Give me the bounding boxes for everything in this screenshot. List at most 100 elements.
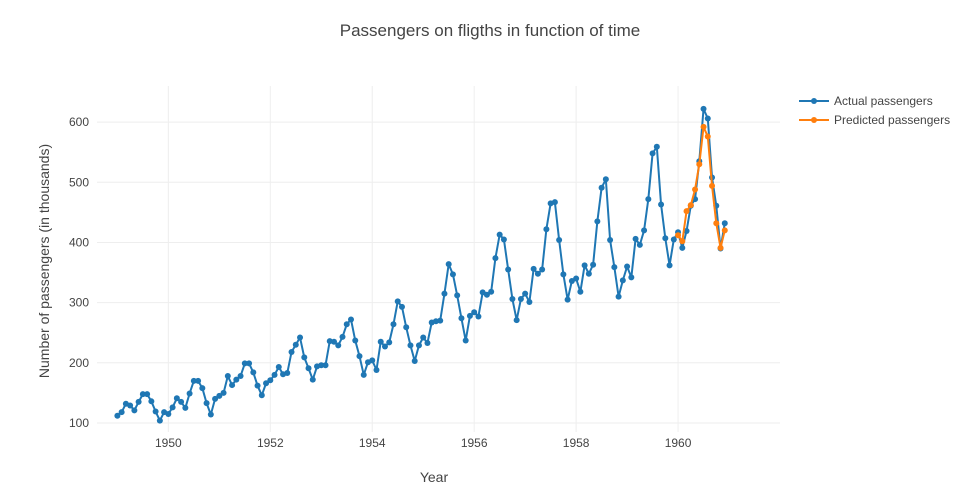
data-point[interactable] (356, 353, 363, 360)
data-point[interactable] (275, 364, 282, 371)
data-point[interactable] (352, 337, 359, 344)
data-point[interactable] (415, 342, 422, 349)
data-point[interactable] (233, 376, 240, 383)
legend-item-predicted[interactable]: Predicted passengers (799, 113, 950, 127)
data-point[interactable] (641, 227, 648, 234)
data-point[interactable] (585, 270, 592, 277)
data-point[interactable] (335, 342, 342, 349)
data-point[interactable] (662, 235, 669, 242)
data-point[interactable] (577, 288, 584, 295)
data-point[interactable] (594, 218, 601, 225)
data-point[interactable] (581, 262, 588, 269)
data-point[interactable] (713, 220, 720, 227)
data-point[interactable] (381, 343, 388, 350)
data-point[interactable] (271, 371, 278, 378)
data-point[interactable] (466, 312, 473, 319)
data-point[interactable] (573, 275, 580, 282)
data-point[interactable] (509, 296, 516, 303)
data-point[interactable] (462, 337, 469, 344)
data-point[interactable] (687, 202, 694, 209)
data-point[interactable] (666, 262, 673, 269)
data-point[interactable] (114, 412, 121, 419)
data-point[interactable] (220, 389, 227, 396)
data-point[interactable] (369, 357, 376, 364)
data-point[interactable] (216, 392, 223, 399)
data-point[interactable] (360, 371, 367, 378)
data-point[interactable] (398, 303, 405, 310)
data-point[interactable] (135, 398, 142, 405)
data-point[interactable] (602, 176, 609, 183)
data-point[interactable] (683, 228, 690, 235)
data-point[interactable] (560, 271, 567, 278)
data-point[interactable] (449, 271, 456, 278)
data-point[interactable] (441, 290, 448, 297)
data-point[interactable] (458, 315, 465, 322)
data-point[interactable] (254, 382, 261, 389)
data-point[interactable] (165, 410, 172, 417)
data-point[interactable] (700, 123, 707, 130)
data-point[interactable] (500, 236, 507, 243)
data-point[interactable] (390, 321, 397, 328)
data-point[interactable] (530, 265, 537, 272)
data-point[interactable] (339, 333, 346, 340)
data-point[interactable] (386, 339, 393, 346)
data-point[interactable] (207, 411, 214, 418)
data-point[interactable] (709, 182, 716, 189)
data-point[interactable] (471, 309, 478, 316)
data-point[interactable] (195, 377, 202, 384)
data-point[interactable] (704, 115, 711, 122)
data-point[interactable] (241, 360, 248, 367)
data-point[interactable] (148, 398, 155, 405)
data-point[interactable] (505, 266, 512, 273)
data-point[interactable] (522, 290, 529, 297)
data-point[interactable] (131, 407, 138, 414)
data-point[interactable] (551, 199, 558, 206)
data-point[interactable] (377, 338, 384, 345)
data-point[interactable] (305, 365, 312, 372)
legend[interactable]: Actual passengers Predicted passengers (799, 94, 950, 127)
data-point[interactable] (721, 227, 728, 234)
legend-item-actual[interactable]: Actual passengers (799, 94, 933, 108)
data-point[interactable] (394, 298, 401, 305)
data-point[interactable] (190, 377, 197, 384)
data-point[interactable] (526, 299, 533, 306)
data-point[interactable] (322, 362, 329, 369)
data-point[interactable] (653, 143, 660, 150)
data-point[interactable] (483, 291, 490, 298)
data-point[interactable] (590, 261, 597, 268)
data-point[interactable] (407, 342, 414, 349)
data-point[interactable] (144, 391, 151, 398)
data-point[interactable] (679, 238, 686, 245)
data-point[interactable] (454, 292, 461, 299)
data-point[interactable] (250, 369, 257, 376)
data-point[interactable] (564, 296, 571, 303)
data-point[interactable] (186, 390, 193, 397)
data-point[interactable] (420, 334, 427, 341)
data-point[interactable] (636, 241, 643, 248)
data-point[interactable] (645, 196, 652, 203)
data-point[interactable] (199, 385, 206, 392)
data-point[interactable] (692, 186, 699, 193)
data-point[interactable] (649, 150, 656, 157)
data-point[interactable] (619, 277, 626, 284)
data-point[interactable] (517, 296, 524, 303)
data-point[interactable] (598, 184, 605, 191)
data-point[interactable] (679, 244, 686, 251)
data-point[interactable] (403, 324, 410, 331)
data-point[interactable] (534, 270, 541, 277)
data-point[interactable] (267, 377, 274, 384)
data-point[interactable] (297, 334, 304, 341)
data-point[interactable] (224, 373, 231, 380)
data-point[interactable] (318, 362, 325, 369)
data-point[interactable] (496, 231, 503, 238)
data-point[interactable] (632, 235, 639, 242)
data-point[interactable] (628, 274, 635, 281)
data-point[interactable] (173, 395, 180, 402)
data-point[interactable] (309, 376, 316, 383)
data-point[interactable] (263, 380, 270, 387)
data-point[interactable] (670, 236, 677, 243)
data-point[interactable] (437, 317, 444, 324)
data-point[interactable] (658, 201, 665, 208)
data-point[interactable] (212, 395, 219, 402)
data-point[interactable] (331, 338, 338, 345)
